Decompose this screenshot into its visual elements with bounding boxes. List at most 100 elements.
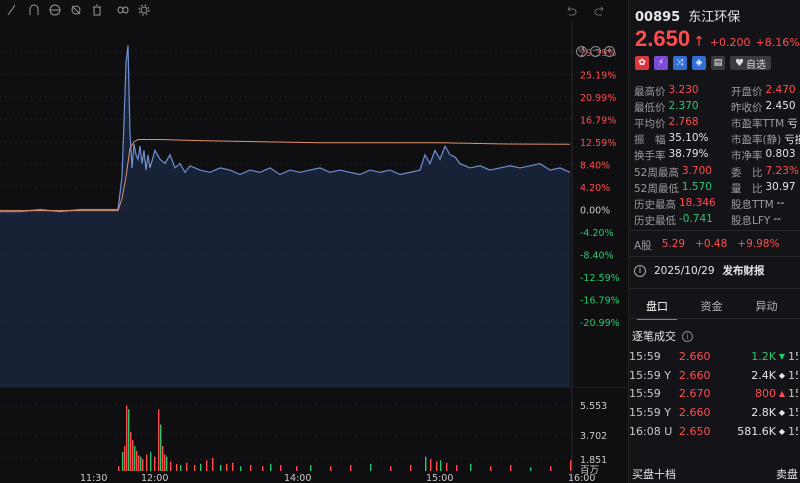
volume-bar [154,456,156,471]
zoom-in-icon[interactable]: + [604,46,615,57]
a-share-label: A股 [634,240,652,252]
price-area [0,45,570,387]
info-icon: i [634,264,646,277]
watchlist-button[interactable]: ♥ 自选 [730,56,771,71]
volume-bar [128,409,130,471]
volume-bar [200,463,202,471]
volume-bar [470,463,472,471]
tick-direction-icon: ▲ [778,389,786,399]
history-icon[interactable]: ↺ [576,46,587,57]
intraday-chart[interactable]: 29.39% 25.19% 20.99% 16.79% 12.59% 8.40% 4.20%… [0,22,628,483]
volume-bar [220,465,222,471]
tick-row[interactable]: 16:08 U 2.650 581.6K ◆ 15:5 [629,422,800,441]
circle-grid-icon[interactable] [47,2,63,18]
tab-funds[interactable]: 资金 [700,300,723,313]
stat-value: 2.370 [668,99,699,112]
note-icon[interactable]: ▤ [711,56,725,70]
y-tick-label: -8.40% [580,251,614,262]
a-share-price: 5.29 [661,238,686,250]
volume-bar [140,456,142,471]
volume-bar [142,459,144,471]
volume-bar [550,466,552,471]
volume-bar [194,465,196,471]
stat-value: 7.23% [765,164,799,177]
divider [629,256,800,257]
volume-bar [232,462,234,471]
volume-bar [122,452,124,471]
arch-icon[interactable] [26,2,42,18]
undo-icon[interactable] [563,3,579,19]
tab-bar: 盘口 资金 异动 [629,298,800,320]
tick-volume: 2.8K [751,406,776,420]
stat-value: 35.10% [668,132,709,145]
tick-list[interactable]: 15:59 2.660 1.2K ▼ 15:515:59 Y 2.660 2.4… [629,347,800,441]
tick-price: 2.660 [679,368,711,382]
tick-row[interactable]: 15:59 2.660 1.2K ▼ 15:5 [629,347,800,366]
tag-icon[interactable]: ◈ [692,56,706,70]
redo-icon[interactable] [592,3,608,19]
volume-bar [130,431,132,471]
tick-volume: 800 [755,387,776,401]
price-chart[interactable]: 29.39%25.19%20.99%16.79%12.59%8.40%4.20%… [0,22,628,387]
stock-code: 00895 [635,10,681,25]
tick-time-next: 15:5 [788,425,798,439]
y-tick-label: 0.00% [580,206,610,217]
tick-time-next: 15:5 [788,349,798,363]
chart-toolbar [0,0,628,20]
settings-icon[interactable] [136,2,152,18]
volume-bar [370,463,372,471]
stat-label: 平均价 [634,117,666,130]
stat-label: 市净率 [731,150,763,163]
zoom-out-icon[interactable]: − [590,46,601,57]
divider [629,318,800,319]
y-tick-label: 4.20% [580,183,610,194]
y-tick-label: 12.59% [580,138,616,149]
shuffle-icon[interactable]: ⤨ [673,56,687,70]
tick-title: 逐笔成交 i [632,328,693,344]
tab-order-book[interactable]: 盘口 [637,298,677,320]
tick-time: 15:59 [629,387,661,401]
tab-unusual[interactable]: 异动 [755,300,778,313]
volume-bar [170,461,172,471]
info-icon[interactable]: i [682,330,693,342]
event-row[interactable]: i 2025/10/29 发布财报 [634,263,765,278]
stat-value: -- [776,196,785,209]
stat-label: 历史最低 [634,215,676,228]
volume-bar [150,452,152,471]
volume-bar [270,463,272,471]
stat-value: 3.700 [681,164,712,177]
event-date: 2025/10/29 [654,264,715,277]
price-change-pct: +8.16% [755,36,800,49]
tick-row[interactable]: 15:59 2.670 800 ▲ 15:5 [629,385,800,404]
stat-value: 2.450 [765,99,796,112]
tick-price: 2.660 [679,406,711,420]
draw-line-icon[interactable] [5,2,21,18]
hk-flag-icon[interactable]: ✿ [635,56,649,70]
stat-value: 0.803 [765,148,796,161]
volume-bar [440,460,442,471]
stat-value: 1.570 [681,180,712,193]
volume-bar [390,466,392,471]
tick-time-next: 15:5 [788,406,798,420]
stat-row: 历史最低 -0.741 股息LFY -- [634,213,800,229]
bid-book-label[interactable]: 买盘十档 [632,468,676,481]
link-icon[interactable] [115,2,131,18]
stat-label: 历史最高 [634,198,676,211]
y-tick-label: -4.20% [580,228,614,239]
x-tick-label: 12:00 [141,473,168,483]
trash-icon[interactable] [89,2,105,18]
a-share-row[interactable]: A股 5.29 +0.48 +9.98% [634,238,779,253]
stat-label: 最低价 [634,101,666,114]
heart-icon: ♥ [735,57,744,69]
eye-off-icon[interactable] [68,2,84,18]
y-tick-label: 16.79% [580,116,616,127]
volume-bar [164,454,166,471]
price-change: +0.200 [709,36,751,49]
flash-icon[interactable]: ⚡ [654,56,668,70]
tick-row[interactable]: 15:59 Y 2.660 2.4K ◆ 15:5 [629,366,800,385]
ask-book-label[interactable]: 卖盘 [776,468,798,481]
stat-row: 52周最低 1.570 量 比 30.97 [634,180,800,196]
tick-row[interactable]: 15:59 Y 2.660 2.8K ◆ 15:5 [629,403,800,422]
volume-bar [158,409,160,471]
